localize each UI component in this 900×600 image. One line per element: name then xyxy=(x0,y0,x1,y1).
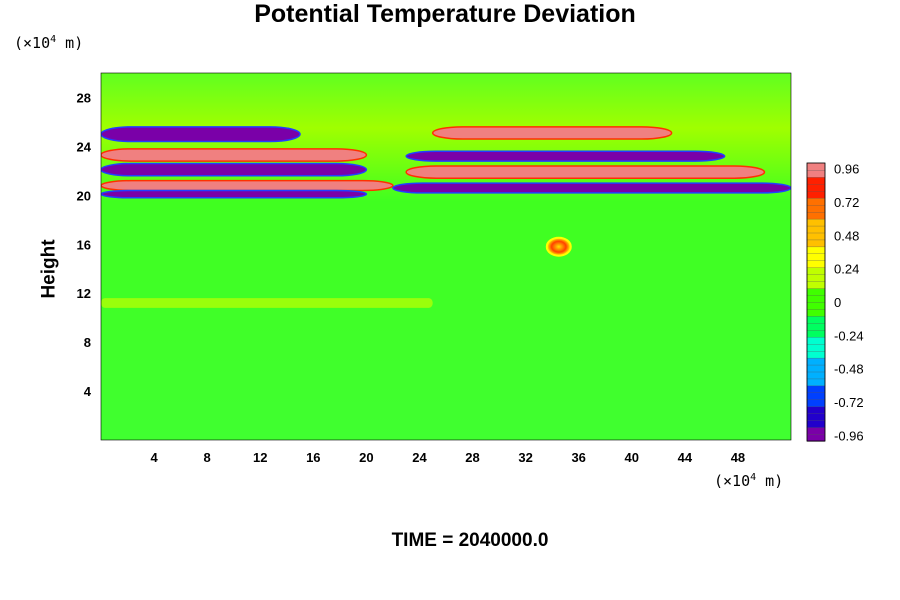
colorbar-swatch xyxy=(806,267,826,275)
plot-frame xyxy=(100,72,792,441)
anomaly-band-6 xyxy=(101,179,394,192)
colorbar-swatch xyxy=(806,329,826,338)
colorbar-swatch xyxy=(806,183,826,192)
colorbar-swatch xyxy=(806,294,826,303)
colorbar-swatch xyxy=(806,322,826,331)
colorbar-swatch xyxy=(806,426,826,435)
colorbar-tick-label: -0.96 xyxy=(834,428,864,443)
x-tick-label: 20 xyxy=(359,450,373,465)
colorbar-swatch xyxy=(806,343,826,352)
anomaly-band-0 xyxy=(101,126,301,143)
x-tick-label: 8 xyxy=(204,450,211,465)
chart-title: Potential Temperature Deviation xyxy=(254,0,636,28)
colorbar-swatch xyxy=(806,350,826,359)
colorbar-swatch xyxy=(806,239,826,248)
colorbar-swatch xyxy=(806,385,826,393)
colorbar-swatch xyxy=(806,301,826,310)
y-tick-label: 20 xyxy=(77,188,91,203)
anomaly-layer xyxy=(101,298,433,308)
x-axis-unit: (×104 m) xyxy=(714,472,784,490)
x-tick-label: 4 xyxy=(150,450,158,465)
colorbar-swatch xyxy=(806,357,826,366)
colorbar-tick-label: 0.24 xyxy=(834,262,859,277)
colorbar-tick-label: 0.96 xyxy=(834,162,859,177)
x-tick-label: 40 xyxy=(625,450,639,465)
colorbar: 0.96 0.72 0.48 0.24 0 -0.24 -0.48 -0.72 -0.96 xyxy=(806,162,864,443)
colorbar-swatch xyxy=(806,274,826,282)
y-axis: 4 8 12 16 20 24 28 xyxy=(77,90,92,399)
x-tick-label: 32 xyxy=(518,450,532,465)
y-tick-label: 4 xyxy=(84,384,92,399)
colorbar-swatch xyxy=(806,336,826,345)
x-tick-label: 48 xyxy=(731,450,745,465)
colorbar-swatch xyxy=(806,364,826,373)
x-tick-label: 36 xyxy=(571,450,585,465)
colorbar-tick-label: 0.72 xyxy=(834,195,859,210)
colorbar-swatch xyxy=(806,406,826,414)
colorbar-tick-label: 0 xyxy=(834,295,841,310)
y-tick-label: 8 xyxy=(84,335,91,350)
anomaly-band-8 xyxy=(101,189,368,199)
colorbar-swatch xyxy=(806,399,826,407)
colorbar-swatch xyxy=(806,225,826,234)
colorbar-swatch xyxy=(806,413,826,421)
warm-bubble xyxy=(545,236,572,257)
colorbar-swatch xyxy=(806,371,826,380)
colorbar-swatch xyxy=(806,246,826,254)
y-tick-label: 12 xyxy=(77,286,91,301)
colorbar-swatch xyxy=(806,232,826,241)
x-tick-label: 12 xyxy=(253,450,267,465)
colorbar-swatch xyxy=(806,280,826,289)
anomaly-band-4 xyxy=(101,162,368,177)
colorbar-swatch xyxy=(806,197,826,206)
y-tick-label: 16 xyxy=(77,237,91,252)
colorbar-swatch xyxy=(806,287,826,296)
anomaly-band-1 xyxy=(431,126,673,140)
colorbar-swatch xyxy=(806,315,826,324)
anomaly-band-2 xyxy=(101,148,368,162)
colorbar-swatch xyxy=(806,308,826,317)
y-tick-label: 24 xyxy=(77,139,92,154)
x-tick-label: 28 xyxy=(465,450,479,465)
colorbar-swatch xyxy=(806,392,826,400)
colorbar-swatch xyxy=(806,433,826,442)
colorbar-swatch xyxy=(806,419,826,428)
colorbar-swatch xyxy=(806,218,826,227)
x-tick-label: 16 xyxy=(306,450,320,465)
colorbar-tick-label: 0.48 xyxy=(834,228,859,243)
colorbar-swatch xyxy=(806,169,826,178)
anomaly-band-3 xyxy=(405,150,726,162)
plot-area xyxy=(100,72,792,441)
colorbar-swatch xyxy=(806,162,826,171)
anomaly-band-5 xyxy=(405,165,766,179)
y-tick-label: 28 xyxy=(77,90,91,105)
time-label: TIME = 2040000.0 xyxy=(391,530,549,551)
x-tick-label: 44 xyxy=(678,450,693,465)
anomaly-band-7 xyxy=(392,182,791,194)
x-tick-label: 24 xyxy=(412,450,427,465)
colorbar-frame xyxy=(806,162,826,442)
colorbar-swatch xyxy=(806,260,826,268)
colorbar-tick-label: -0.72 xyxy=(834,395,864,410)
colorbar-swatch xyxy=(806,190,826,199)
colorbar-swatch xyxy=(806,378,826,387)
colorbar-swatch xyxy=(806,211,826,220)
x-axis: 4 8 12 16 20 24 28 32 36 40 44 48 xyxy=(150,450,745,465)
colorbar-swatch xyxy=(806,253,826,261)
colorbar-tick-label: -0.24 xyxy=(834,328,864,343)
colorbar-swatch xyxy=(806,176,826,185)
y-axis-unit: (×104 m) xyxy=(14,34,84,52)
colorbar-swatch xyxy=(806,204,826,213)
colorbar-tick-label: -0.48 xyxy=(834,362,864,377)
